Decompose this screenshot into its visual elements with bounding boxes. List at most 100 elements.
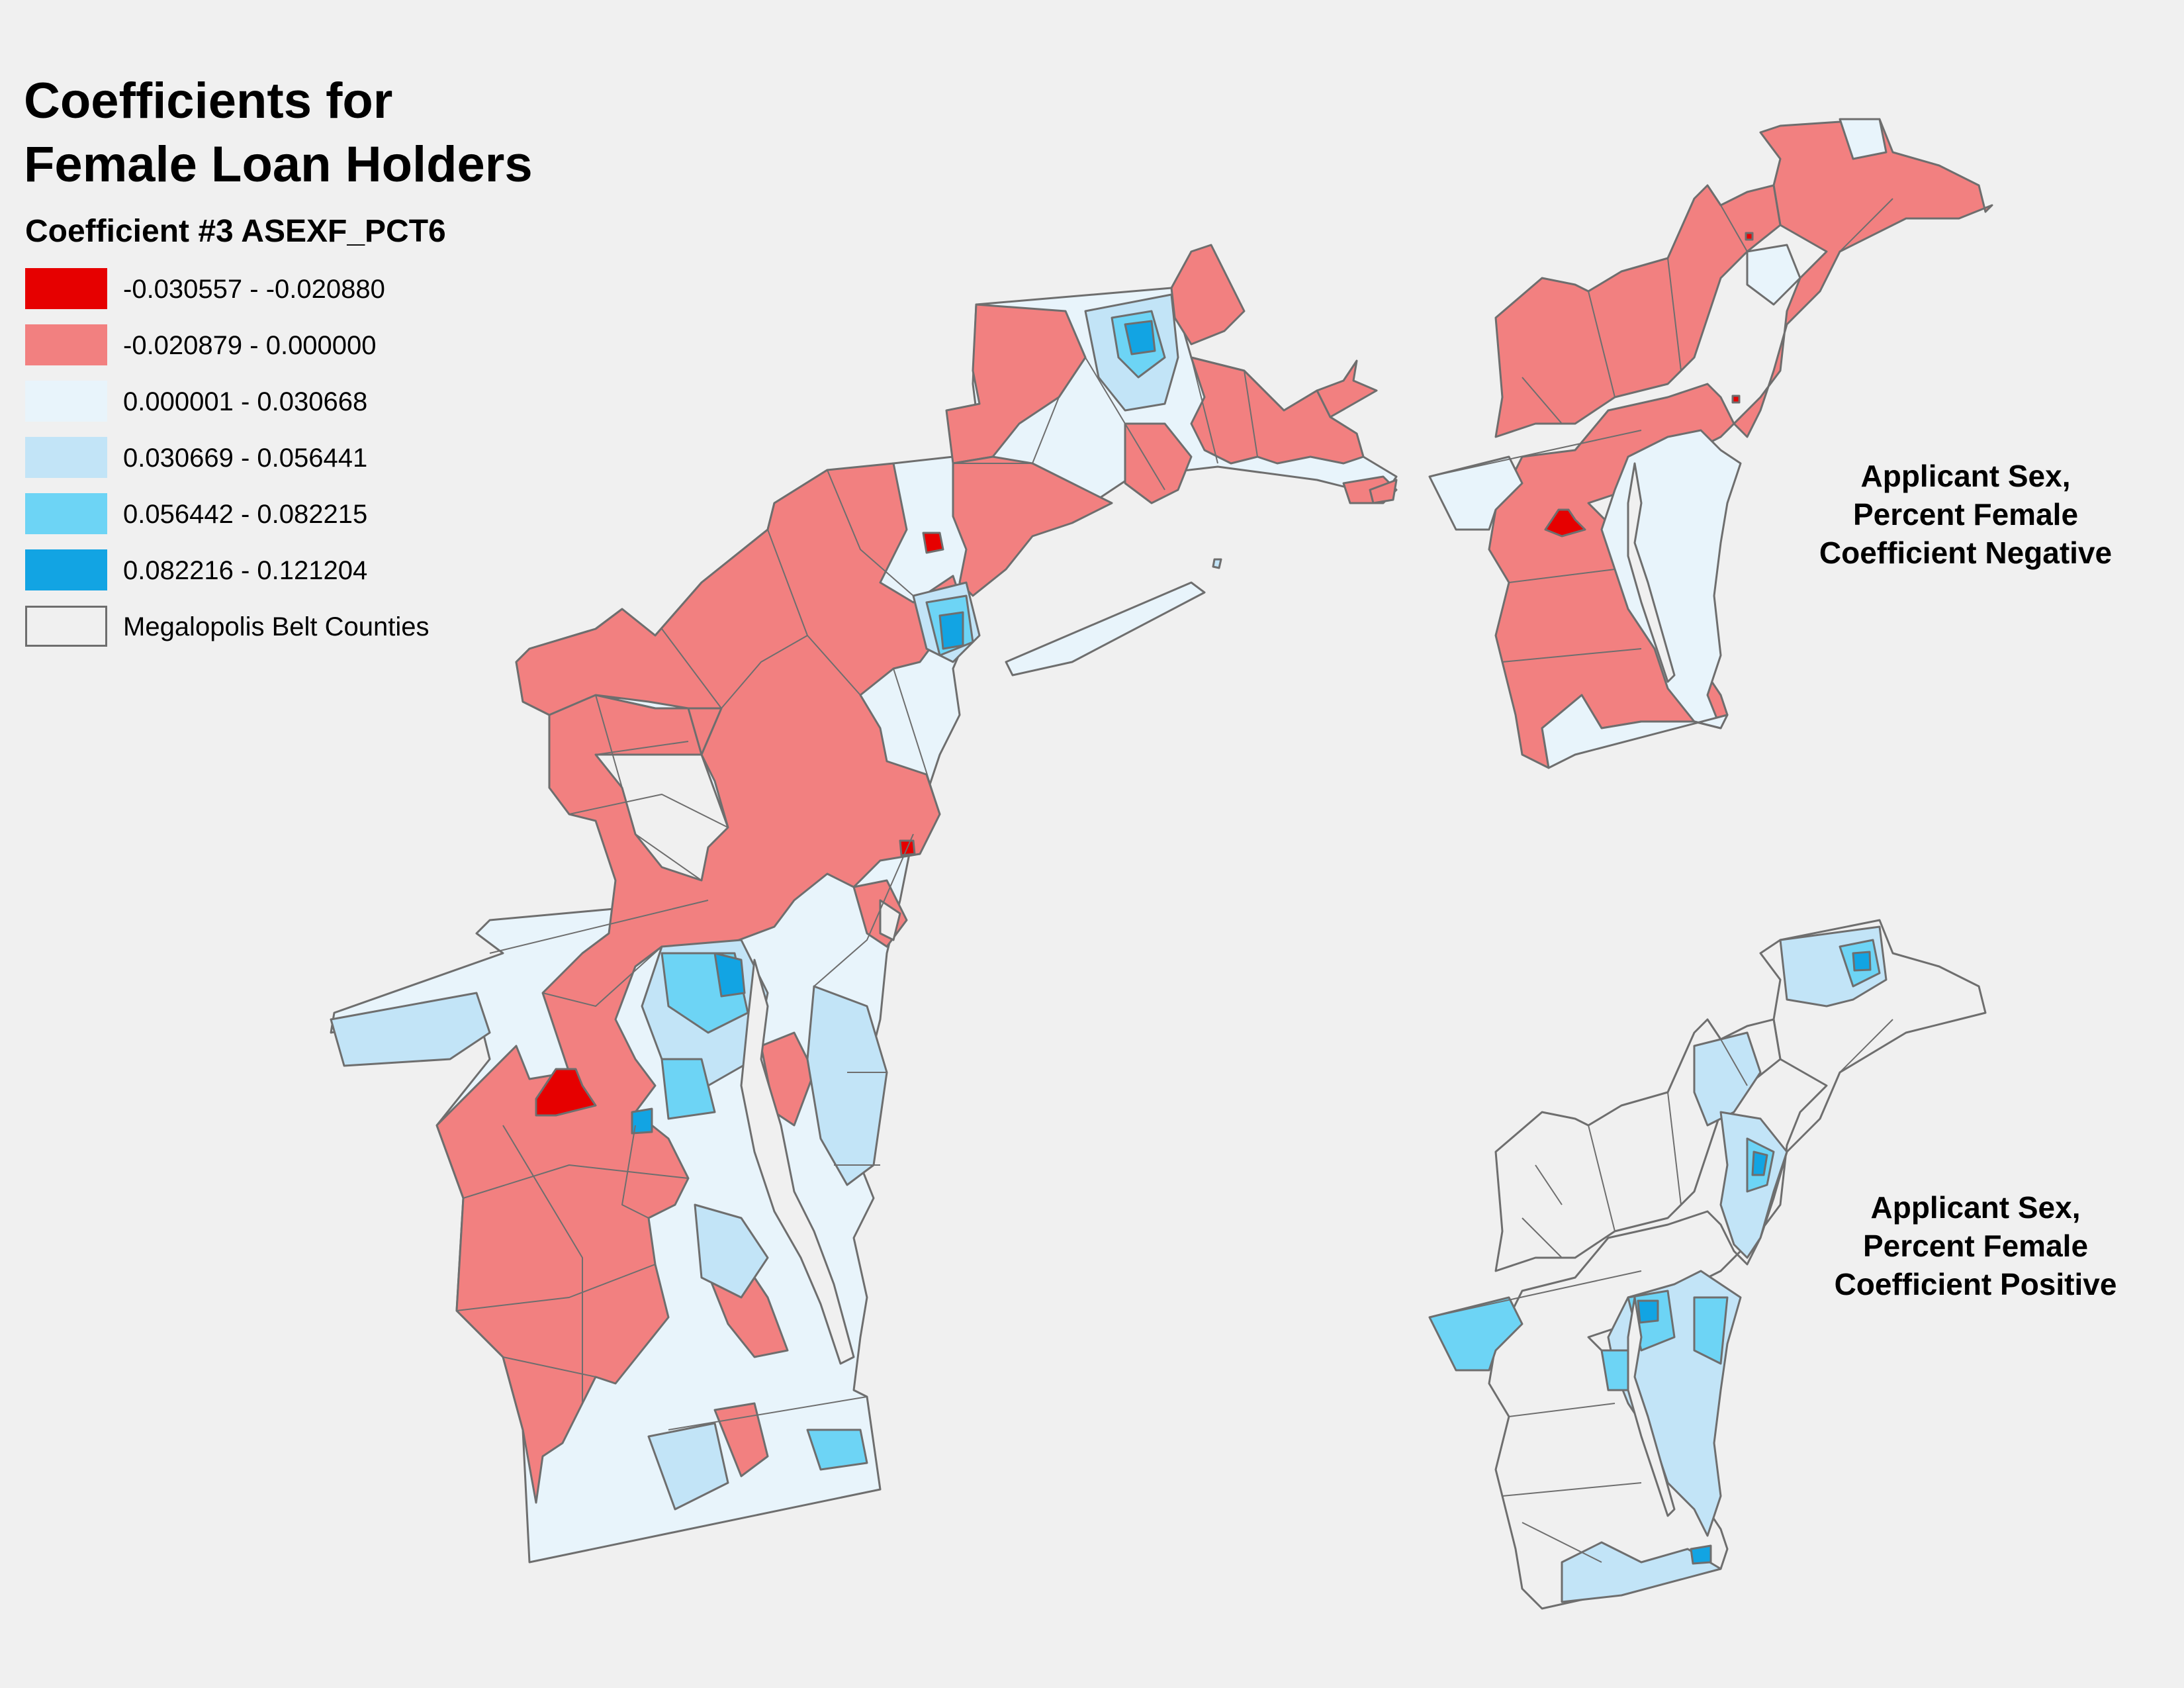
main-map-positive-region — [713, 952, 746, 998]
main-map-county-border — [595, 694, 702, 881]
inset-negative-county-border — [1429, 430, 1642, 477]
main-map-county-border — [569, 794, 729, 828]
legend-item: 0.082216 - 0.121204 — [25, 549, 528, 593]
main-map-county-border — [661, 628, 722, 709]
legend-swatch — [25, 437, 107, 478]
main-map-county-border — [456, 1264, 656, 1311]
main-map-island — [1212, 558, 1222, 569]
legend-item: 0.030669 - 0.056441 — [25, 437, 528, 481]
main-map-strong-negative-region — [535, 1068, 597, 1117]
main-map-positive-region — [647, 1422, 729, 1511]
main-map-county-border — [463, 1164, 689, 1199]
inset-negative-county-border — [1667, 258, 1682, 371]
inset-positive-county-border — [1667, 1092, 1682, 1205]
legend-label: Megalopolis Belt Counties — [123, 612, 430, 641]
inset-negative-strong-region — [1544, 508, 1586, 538]
inset-positive-county-lines — [1429, 1019, 1893, 1563]
main-map-positive-region — [694, 1203, 769, 1299]
legend-label: 0.000001 - 0.030668 — [123, 387, 368, 416]
main-map-long-island — [1005, 581, 1206, 677]
main-map-county-border — [1244, 370, 1258, 457]
legend-heading: Coefficient #3 ASEXF_PCT6 — [25, 214, 446, 249]
main-map-county-border — [767, 529, 808, 636]
inset-positive-dark-region — [1690, 1544, 1712, 1565]
main-map-county-border — [542, 946, 662, 1007]
legend-label: -0.020879 - 0.000000 — [123, 331, 377, 360]
inset-negative-light-region — [1746, 244, 1801, 306]
main-map-county-border — [621, 1125, 649, 1219]
main-map-delaware-bay — [879, 899, 901, 941]
inset-positive-label-line-1: Applicant Sex, — [1870, 1190, 2081, 1225]
inset-positive-county-border — [1839, 1019, 1893, 1073]
inset-positive-label-line-2: Percent Female — [1862, 1229, 2089, 1263]
inset-negative-county-border — [1522, 377, 1563, 424]
main-map-county-border — [1191, 357, 1218, 464]
inset-positive-dark-region — [1637, 1299, 1659, 1324]
inset-negative-county-border — [1508, 569, 1615, 583]
inset-positive-county-border — [1720, 1039, 1748, 1086]
legend-label: 0.056442 - 0.082215 — [123, 500, 368, 529]
main-map-cape-cod — [1316, 359, 1378, 418]
main-map-strong-negative-region — [922, 532, 944, 554]
main-map-positive-region — [1124, 320, 1156, 355]
main-map-county-border — [502, 1356, 596, 1378]
legend-swatch — [25, 493, 107, 534]
main-map-county-border — [489, 900, 709, 954]
main-map — [330, 244, 1398, 1564]
inset-positive-west-region — [1428, 1296, 1524, 1372]
main-map-positive-region — [631, 1107, 653, 1135]
inset-positive-county-border — [1429, 1270, 1642, 1318]
inset-positive-county-border — [1502, 1482, 1642, 1497]
legend-item: -0.030557 - -0.020880 — [25, 268, 528, 312]
inset-positive-bay — [1627, 1296, 1676, 1517]
main-map-positive-region — [330, 992, 491, 1067]
main-map-county-lines — [456, 357, 1258, 1430]
legend-label: 0.030669 - 0.056441 — [123, 444, 368, 473]
legend-swatch — [25, 268, 107, 309]
main-map-island — [1369, 479, 1398, 504]
main-map-county-border — [595, 741, 689, 755]
main-map-county-border — [827, 469, 914, 596]
inset-negative-county-border — [1720, 205, 1748, 252]
main-map-county-border — [502, 1125, 583, 1403]
main-map-county-border — [1085, 357, 1165, 491]
main-map-negative-region — [435, 462, 968, 1504]
inset-negative-strong-region — [1731, 395, 1741, 404]
legend-swatch — [25, 381, 107, 422]
main-map-negative-region — [713, 1402, 769, 1477]
inset-negative-base-region — [1488, 118, 1993, 769]
inset-negative-light-region — [1541, 694, 1729, 769]
inset-negative-label: Applicant Sex, Percent Female Coefficien… — [1780, 457, 2151, 572]
inset-negative-county-border — [1502, 648, 1642, 663]
main-map-county-border — [668, 1396, 868, 1430]
legend-item: Megalopolis Belt Counties — [25, 606, 528, 649]
inset-positive-county-border — [1508, 1403, 1615, 1417]
main-map-county-border — [813, 833, 914, 987]
legend-item: 0.056442 - 0.082215 — [25, 493, 528, 537]
main-map-chesapeake-bay — [740, 959, 855, 1365]
main-map-county-border — [721, 635, 861, 709]
legend-item: 0.000001 - 0.030668 — [25, 381, 528, 424]
inset-negative-strong-region — [1745, 232, 1754, 241]
inset-negative-label-line-2: Percent Female — [1852, 497, 2079, 532]
main-map-negative-region — [1124, 422, 1193, 504]
legend-swatch — [25, 324, 107, 365]
map-title-line-1: Coefficients for — [24, 73, 393, 129]
map-title-line-2: Female Loan Holders — [24, 136, 533, 193]
legend-label: -0.030557 - -0.020880 — [123, 275, 385, 304]
legend-item: -0.020879 - 0.000000 — [25, 324, 528, 368]
legend-swatch — [25, 549, 107, 590]
inset-positive-county-border — [1522, 1522, 1602, 1563]
main-map-positive-region — [806, 985, 888, 1186]
main-map-negative-region — [1170, 244, 1246, 346]
main-map-county-border — [1032, 397, 1060, 464]
inset-positive-mid-region — [1693, 1296, 1729, 1365]
inset-negative-county-border — [1839, 198, 1893, 252]
main-map-positive-region — [660, 1058, 716, 1120]
inset-positive-label: Applicant Sex, Percent Female Coefficien… — [1787, 1188, 2164, 1303]
inset-negative-label-line-1: Applicant Sex, — [1860, 459, 2071, 493]
inset-positive-county-border — [1535, 1164, 1563, 1205]
main-map-negative-region — [1190, 356, 1365, 465]
main-map-county-border — [953, 463, 1113, 504]
